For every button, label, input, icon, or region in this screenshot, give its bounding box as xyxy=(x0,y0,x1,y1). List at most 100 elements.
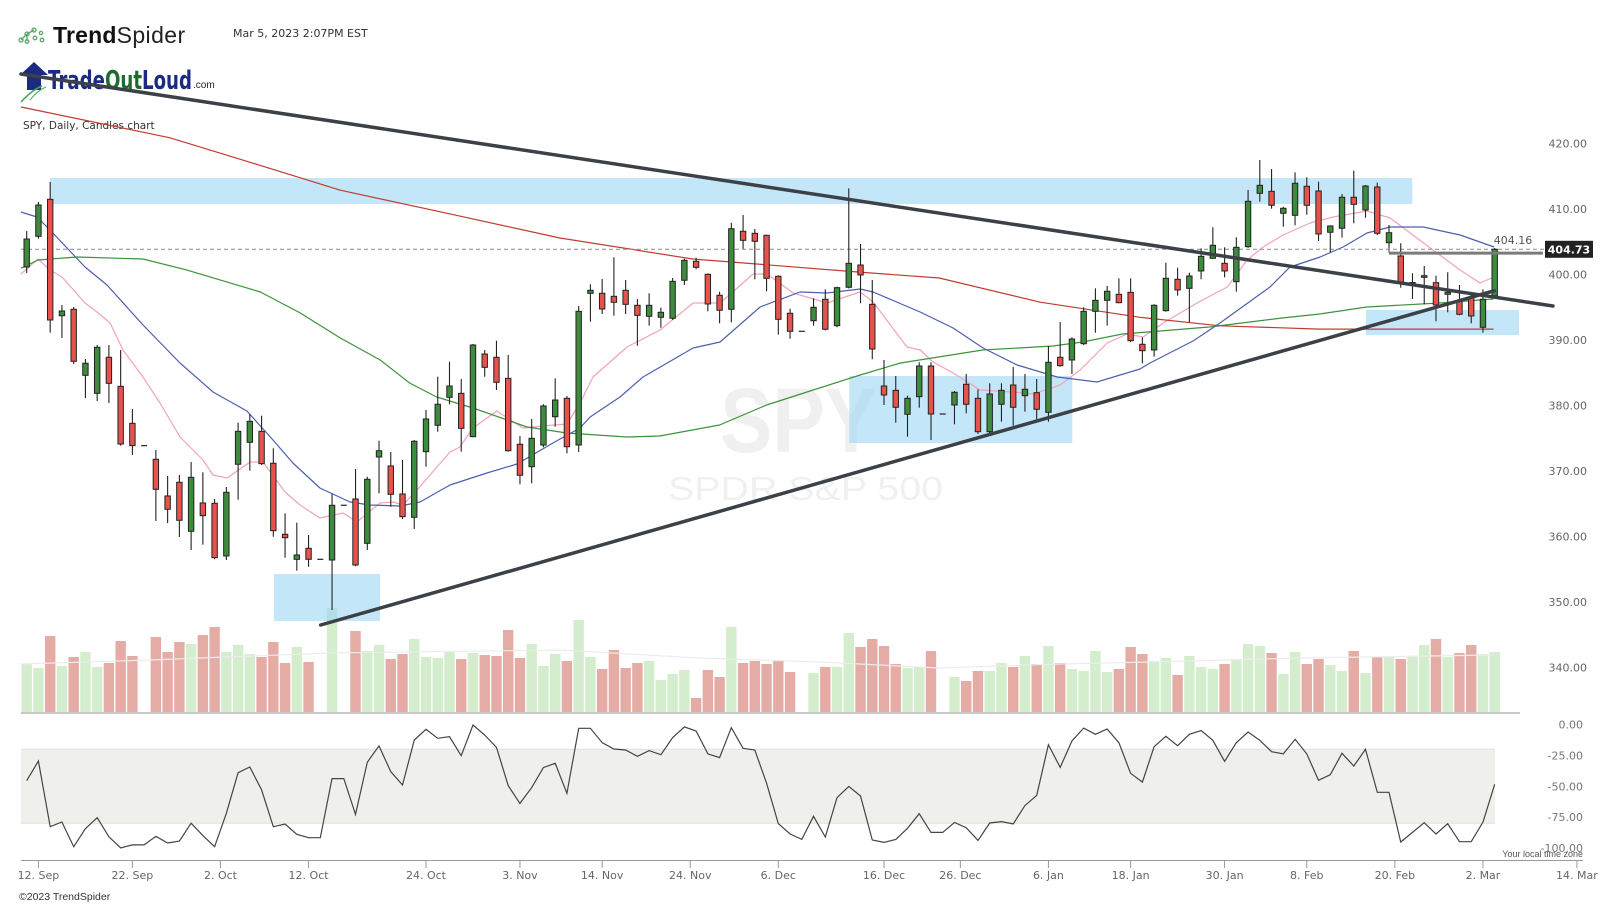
trendlines[interactable] xyxy=(19,72,1555,627)
candle[interactable] xyxy=(152,449,160,521)
candle[interactable] xyxy=(281,513,289,558)
candle[interactable] xyxy=(1385,224,1393,252)
candle[interactable] xyxy=(458,378,465,452)
candle[interactable] xyxy=(845,188,852,289)
candle[interactable] xyxy=(176,475,183,537)
candle[interactable] xyxy=(375,440,383,494)
candle[interactable] xyxy=(810,298,817,326)
candle[interactable] xyxy=(469,344,477,438)
candle[interactable] xyxy=(986,383,993,434)
candle[interactable] xyxy=(352,468,359,567)
candle[interactable] xyxy=(46,182,54,333)
candle[interactable] xyxy=(58,304,66,338)
candle[interactable] xyxy=(1186,272,1193,323)
candle[interactable] xyxy=(598,278,606,315)
candle[interactable] xyxy=(963,374,970,414)
support-zone-mar[interactable] xyxy=(1365,310,1520,335)
candle[interactable] xyxy=(704,273,712,312)
candle[interactable] xyxy=(164,475,171,524)
candle[interactable] xyxy=(1009,366,1017,426)
candle[interactable] xyxy=(1033,378,1040,420)
candle[interactable] xyxy=(258,415,265,465)
candle[interactable] xyxy=(998,383,1005,422)
candle[interactable] xyxy=(1139,337,1146,364)
candle[interactable] xyxy=(974,389,982,435)
candle[interactable] xyxy=(645,293,653,326)
candle[interactable] xyxy=(669,277,676,320)
candle[interactable] xyxy=(551,378,559,427)
candle[interactable] xyxy=(739,214,747,249)
candle[interactable] xyxy=(540,404,547,448)
candle[interactable] xyxy=(223,486,230,561)
candle[interactable] xyxy=(493,340,500,390)
candle[interactable] xyxy=(833,286,841,328)
candle[interactable] xyxy=(634,299,641,346)
candle[interactable] xyxy=(728,222,735,323)
candle[interactable] xyxy=(1174,267,1181,296)
candle[interactable] xyxy=(434,376,441,432)
candle[interactable] xyxy=(1056,321,1064,367)
candle[interactable] xyxy=(1338,194,1346,238)
candle[interactable] xyxy=(399,460,406,520)
candle[interactable] xyxy=(622,280,629,315)
candle[interactable] xyxy=(822,289,829,331)
candle[interactable] xyxy=(1350,170,1357,224)
candle[interactable] xyxy=(657,307,665,328)
candle[interactable] xyxy=(786,308,794,339)
candle[interactable] xyxy=(927,362,935,440)
candle[interactable] xyxy=(117,349,124,446)
candle[interactable] xyxy=(246,414,254,471)
candle[interactable] xyxy=(82,359,89,398)
descending-resistance-line[interactable] xyxy=(19,72,1555,308)
candle[interactable] xyxy=(751,228,759,280)
ascending-support-line[interactable] xyxy=(318,288,1497,627)
candle[interactable] xyxy=(516,435,524,485)
candle[interactable] xyxy=(234,422,242,500)
candle[interactable] xyxy=(692,257,700,270)
candle[interactable] xyxy=(305,535,312,567)
candle[interactable] xyxy=(1291,172,1299,226)
candle[interactable] xyxy=(364,476,371,551)
candle[interactable] xyxy=(93,344,101,401)
candlestick-series[interactable] xyxy=(23,160,1498,611)
candle[interactable] xyxy=(775,275,782,335)
horizontal-level[interactable]: 404.16 xyxy=(1388,234,1543,255)
candle[interactable] xyxy=(105,344,113,404)
candle[interactable] xyxy=(1115,278,1123,304)
candle[interactable] xyxy=(1256,160,1264,202)
candle[interactable] xyxy=(1150,304,1158,357)
candle[interactable] xyxy=(1374,182,1381,236)
candle[interactable] xyxy=(904,395,911,437)
candle[interactable] xyxy=(211,498,218,560)
candle[interactable] xyxy=(1162,262,1170,312)
candle[interactable] xyxy=(1080,307,1087,345)
candle[interactable] xyxy=(1303,177,1310,215)
candle[interactable] xyxy=(1221,247,1228,278)
candle[interactable] xyxy=(23,231,30,274)
candle[interactable] xyxy=(199,472,207,545)
candle[interactable] xyxy=(1127,278,1134,343)
candle[interactable] xyxy=(411,439,418,529)
candle[interactable] xyxy=(1432,275,1440,322)
candle[interactable] xyxy=(1280,206,1287,227)
candle[interactable] xyxy=(35,202,42,239)
candle[interactable] xyxy=(1244,190,1252,248)
candle[interactable] xyxy=(1021,374,1029,412)
candle[interactable] xyxy=(1092,288,1099,333)
candle[interactable] xyxy=(916,362,923,408)
candle[interactable] xyxy=(880,359,888,405)
candle[interactable] xyxy=(328,494,336,611)
candle[interactable] xyxy=(1233,237,1240,292)
candle[interactable] xyxy=(1268,168,1275,209)
candle[interactable] xyxy=(481,349,488,377)
candle[interactable] xyxy=(610,257,618,316)
candle[interactable] xyxy=(1327,225,1334,253)
candle[interactable] xyxy=(1103,285,1111,326)
candle[interactable] xyxy=(422,409,430,467)
candle[interactable] xyxy=(1068,337,1076,375)
candle[interactable] xyxy=(716,291,723,324)
candle[interactable] xyxy=(575,306,582,453)
candle[interactable] xyxy=(869,280,876,360)
candle[interactable] xyxy=(129,408,136,455)
